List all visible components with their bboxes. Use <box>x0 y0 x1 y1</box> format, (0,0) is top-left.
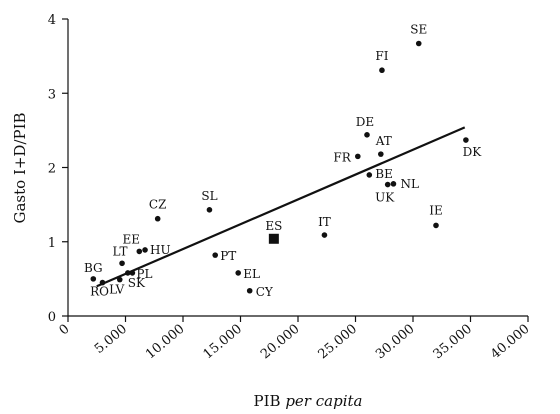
data-point-es-square <box>268 233 279 244</box>
data-point-it <box>321 232 328 238</box>
data-point-be <box>366 172 373 178</box>
data-point-lt <box>119 260 125 267</box>
data-label-uk: UK <box>375 191 395 205</box>
x-tick-label: 35.000 <box>431 322 475 363</box>
data-label-sl: SL <box>201 189 217 203</box>
data-label-ee: EE <box>123 232 141 246</box>
data-label-pt: PT <box>220 249 236 263</box>
data-label-at: AT <box>375 134 392 148</box>
data-point-el <box>235 270 241 276</box>
y-tick-label: 4 <box>48 13 56 28</box>
x-axis-title: PIB per capita <box>254 392 363 410</box>
y-tick-label: 0 <box>48 310 56 325</box>
data-point-de <box>364 132 370 138</box>
data-point-sk <box>125 270 131 276</box>
data-label-pl: PL <box>136 267 152 281</box>
data-label-sk: SK <box>128 276 146 290</box>
data-label-bg: BG <box>84 261 103 275</box>
y-tick-label: 2 <box>48 162 56 177</box>
x-tick-label: 10.000 <box>143 322 187 363</box>
x-tick-label: 30.000 <box>373 322 417 363</box>
x-tick-label: 20.000 <box>258 322 302 363</box>
data-point-ro <box>99 279 106 286</box>
data-label-se: SE <box>410 23 427 37</box>
x-axis-title-italic: per capita <box>285 392 362 410</box>
x-tick-label: 25.000 <box>316 322 360 363</box>
y-tick-label: 1 <box>48 236 56 251</box>
y-tick-label: 3 <box>48 87 56 102</box>
data-point-fr <box>355 153 361 160</box>
data-point-ie <box>433 222 439 229</box>
x-tick-label: 5.000 <box>92 322 130 357</box>
data-label-el: EL <box>243 267 260 281</box>
data-point-at <box>378 151 384 157</box>
data-label-it: IT <box>318 215 331 229</box>
data-point-cy <box>246 287 253 294</box>
data-label-cy: CY <box>256 285 274 299</box>
data-label-nl: NL <box>400 177 419 191</box>
data-label-lv: LV <box>109 283 125 297</box>
data-label-de: DE <box>356 115 374 129</box>
axes: 0 1 2 3 4 0 5.000 10.000 15.000 20.000 25.000 30.00… <box>48 13 533 362</box>
x-axis-title-main: PIB <box>254 392 286 410</box>
data-point-fi <box>379 67 385 74</box>
data-point-hu <box>142 247 148 253</box>
data-label-ie: IE <box>429 203 443 217</box>
data-label-cz: CZ <box>149 198 167 212</box>
data-label-es: ES <box>265 219 282 233</box>
trendline <box>96 126 466 288</box>
y-axis-title: Gasto I+D/PIB <box>11 112 29 223</box>
points-group: SE FI DE DK AT FR BE NL UK IE CZ SL IT EE HU LT PT EL CY BG… <box>84 23 482 299</box>
data-point-pl <box>129 270 136 276</box>
data-point-pt <box>212 252 218 258</box>
x-tick-label: 0 <box>57 322 73 339</box>
data-point-lv <box>116 276 123 283</box>
data-point-ee <box>136 248 143 255</box>
data-point-sl <box>206 207 213 213</box>
data-point-dk <box>463 137 469 143</box>
data-point-bg <box>90 276 97 282</box>
data-label-lt: LT <box>113 244 128 258</box>
data-label-fi: FI <box>375 49 388 63</box>
data-label-ro: RO <box>90 285 109 299</box>
data-point-se <box>415 40 422 47</box>
data-point-uk <box>384 181 391 188</box>
data-point-cz <box>154 215 161 222</box>
trendline-group <box>96 126 466 288</box>
data-label-be: BE <box>375 167 393 181</box>
x-tick-label: 15.000 <box>201 322 245 363</box>
data-label-hu: HU <box>150 243 171 257</box>
data-point-nl <box>390 181 397 187</box>
data-label-fr: FR <box>333 150 351 164</box>
x-tick-label: 40.000 <box>488 322 532 363</box>
data-label-dk: DK <box>463 145 483 159</box>
